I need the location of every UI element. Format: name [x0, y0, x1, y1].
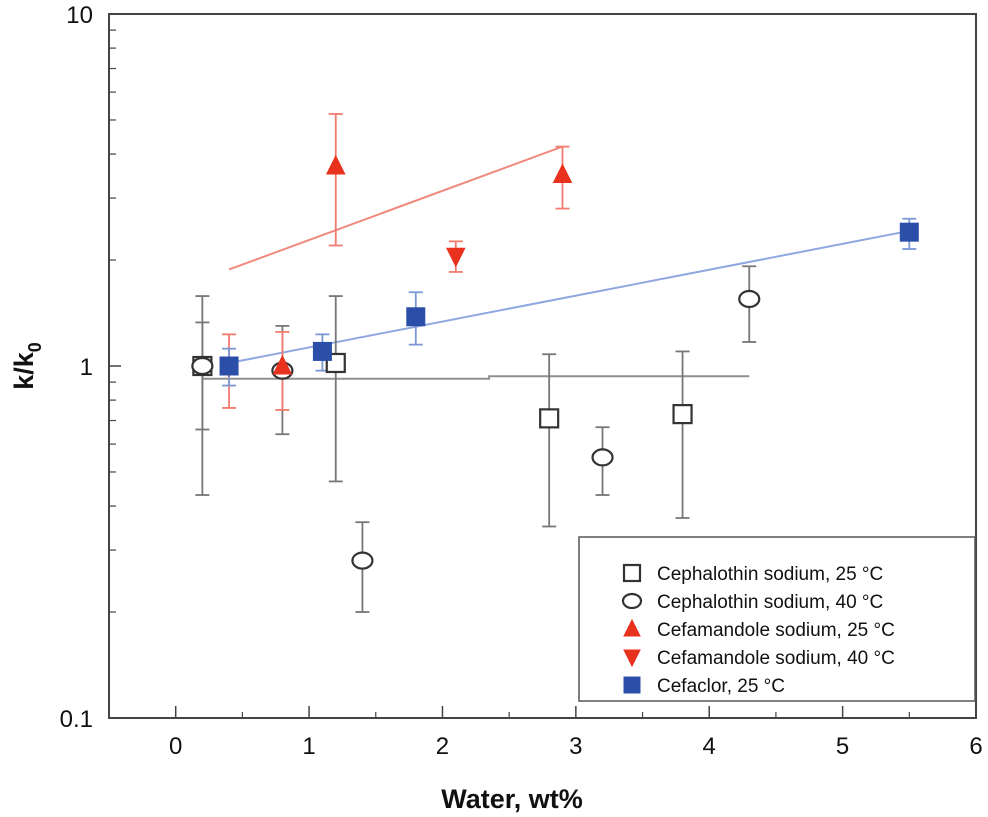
legend-label: Cefaclor, 25 °C [657, 676, 785, 697]
legend-marker [621, 592, 643, 610]
trend-line [202, 375, 750, 380]
legend-marker [623, 618, 641, 637]
y-tick-label: 1 [80, 354, 93, 381]
data-point [552, 163, 573, 183]
x-axis-title: Water, wt% [441, 784, 583, 814]
legend-label: Cefamandole sodium, 40 °C [657, 648, 895, 669]
x-tick-label: 5 [836, 733, 849, 760]
x-tick-label: 0 [169, 733, 182, 760]
data-point [539, 408, 560, 429]
y-axis-title-main: k/k [9, 351, 39, 390]
legend-entries: Cephalothin sodium, 25 °C Cephalothin sod… [621, 563, 895, 697]
trend-line [228, 145, 563, 271]
y-axis-title-subscript: 0 [25, 342, 45, 352]
data-point [191, 356, 214, 376]
data-point [312, 341, 332, 361]
data-point [445, 247, 466, 268]
y-tick-label: 10 [66, 2, 93, 29]
data-point [738, 289, 761, 309]
trend-line [228, 229, 910, 364]
axis-ticks: 0 1 2 3 4 5 6 0.1 1 10 [60, 2, 983, 760]
x-tick-label: 4 [703, 733, 716, 760]
x-tick-label: 1 [302, 733, 315, 760]
x-tick-label: 3 [569, 733, 582, 760]
legend-label: Cefamandole sodium, 25 °C [657, 620, 895, 641]
x-tick-label: 6 [969, 733, 982, 760]
x-tick-label: 2 [436, 733, 449, 760]
legend-marker [622, 563, 642, 583]
data-point [899, 222, 919, 242]
data-point [325, 154, 346, 175]
data-point [672, 404, 693, 425]
data-markers [191, 154, 919, 570]
legend-marker [623, 649, 641, 668]
legend-label: Cephalothin sodium, 40 °C [657, 592, 883, 613]
y-axis-title: k/k0 [9, 342, 45, 390]
data-point [219, 356, 239, 376]
data-point [406, 307, 426, 327]
trend-lines [202, 145, 910, 380]
data-point [272, 354, 293, 375]
legend-box [578, 536, 976, 702]
data-point [351, 551, 374, 570]
data-point [591, 448, 614, 467]
y-tick-label: 0.1 [60, 706, 93, 733]
legend-label: Cephalothin sodium, 25 °C [657, 564, 883, 585]
legend-marker [623, 676, 641, 694]
legend: Cephalothin sodium, 25 °C Cephalothin sod… [578, 536, 976, 702]
